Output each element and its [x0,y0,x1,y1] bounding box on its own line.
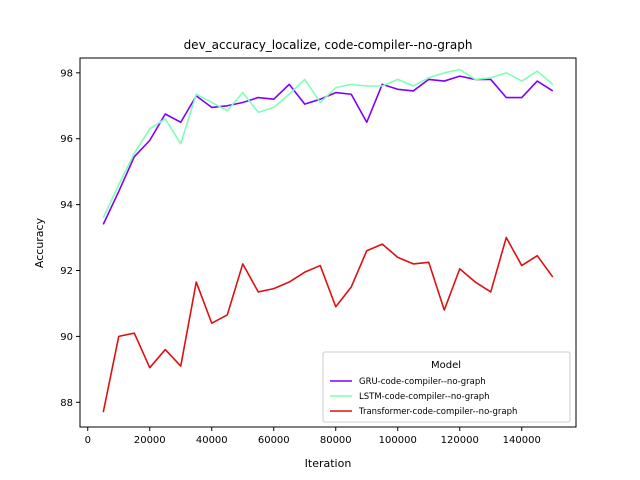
series-line-3 [102,236,554,413]
y-tick-label: 90 [60,332,73,343]
x-tick-label: 40000 [196,435,228,446]
x-axis: 0 20000 40000 60000 80000 100000 120000 140000 [85,427,541,446]
y-tick-label: 92 [60,266,73,277]
legend-label-3: Transformer-code-compiler--no-graph [358,407,517,417]
series-line-2 [102,68,554,219]
chart-title: dev_accuracy_localize, code-compiler--no… [184,38,473,52]
legend-label-1: GRU-code-compiler--no-graph [359,377,486,387]
y-tick-label: 88 [60,398,73,409]
x-tick-label: 60000 [258,435,290,446]
x-axis-label: Iteration [305,457,352,470]
x-tick-label: 80000 [320,435,352,446]
y-tick-label: 98 [60,68,73,79]
x-tick-label: 20000 [134,435,166,446]
legend-label-2: LSTM-code-compiler--no-graph [359,392,490,402]
legend: Model GRU-code-compiler--no-graph LSTM-co… [322,351,571,423]
x-tick-label: 140000 [503,435,541,446]
x-tick-label: 0 [85,435,91,446]
series-layer [102,68,554,413]
legend-title: Model [431,360,461,371]
y-tick-label: 94 [60,200,73,211]
legend-entries: GRU-code-compiler--no-graph LSTM-code-com… [330,377,517,417]
y-tick-label: 96 [60,134,73,145]
y-axis-label: Accuracy [33,217,46,268]
y-axis: 88 90 92 94 96 98 [60,68,80,409]
legend-box [322,351,571,423]
plot-area [79,57,577,428]
x-tick-label: 120000 [441,435,479,446]
x-tick-label: 100000 [379,435,417,446]
